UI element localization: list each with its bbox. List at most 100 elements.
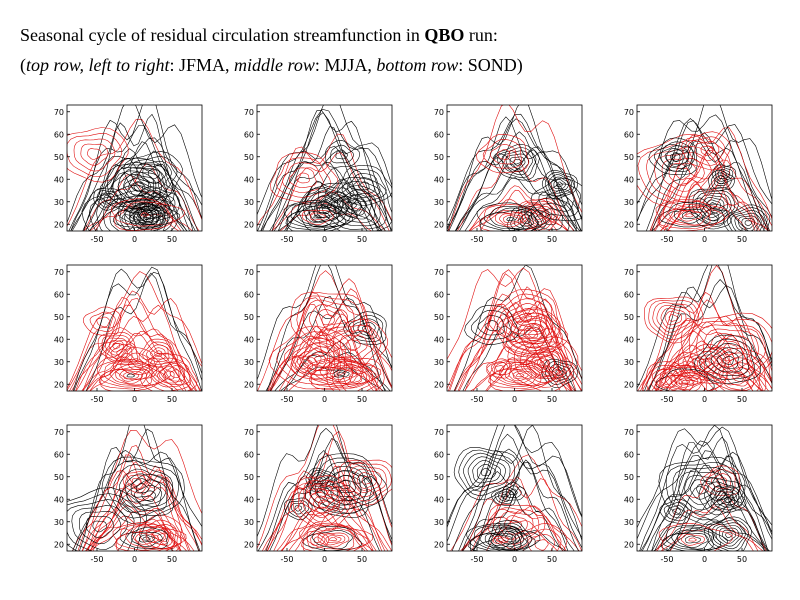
y-tick-label: 60 — [244, 290, 254, 299]
contour-line — [680, 312, 772, 391]
y-tick-label: 70 — [54, 428, 64, 437]
contour-line — [496, 149, 511, 160]
contour-line — [688, 187, 739, 227]
contour-line — [708, 169, 736, 192]
contour-line — [490, 361, 509, 376]
y-tick-label: 70 — [434, 428, 444, 437]
contour-line — [637, 426, 772, 534]
contour-line — [530, 177, 582, 222]
contour-line — [266, 452, 386, 551]
contour-line — [701, 207, 726, 226]
contour-line — [494, 488, 514, 505]
x-tick-label: 0 — [702, 395, 707, 404]
contour-line — [472, 459, 579, 551]
contour-line — [88, 510, 181, 551]
y-tick-label: 60 — [54, 130, 64, 139]
contour-line — [335, 149, 348, 160]
x-tick-label: 50 — [167, 395, 177, 404]
y-tick-label: 40 — [54, 335, 64, 344]
contour-line — [513, 319, 553, 348]
contour-line — [277, 126, 382, 231]
contour-line — [662, 203, 711, 226]
x-tick-label: 50 — [737, 555, 747, 564]
contour-line — [151, 528, 174, 546]
contour-line — [96, 195, 160, 231]
contour-line — [477, 315, 505, 336]
plot-frame — [446, 264, 583, 392]
contour-line — [447, 425, 582, 526]
contour-line — [553, 179, 566, 190]
contour-line — [669, 484, 770, 551]
contour-plot-2: 20 30 40 50 60 70 -50 0 50 — [244, 104, 393, 244]
contour-line — [337, 364, 373, 391]
y-tick-label: 40 — [624, 335, 634, 344]
contour-line — [96, 316, 110, 328]
contour-line — [486, 358, 561, 391]
figure-caption-line-2: (top row, left to right: JFMA, middle ro… — [20, 54, 523, 76]
y-tick-label: 30 — [624, 518, 634, 527]
contour-line — [282, 162, 324, 193]
contour-line — [70, 105, 202, 231]
contour-line — [700, 145, 714, 156]
contour-line — [306, 353, 322, 366]
contour-line — [151, 361, 186, 388]
contour-line — [688, 319, 772, 386]
y-tick-label: 40 — [434, 175, 444, 184]
y-tick-label: 60 — [54, 290, 64, 299]
contour-line — [81, 445, 191, 551]
y-tick-label: 30 — [244, 198, 254, 207]
contour-line — [660, 144, 695, 172]
contour-line — [548, 363, 571, 382]
contour-line — [709, 485, 734, 506]
contour-line — [82, 343, 194, 391]
contour-line — [129, 201, 169, 231]
contour-lines — [257, 425, 392, 551]
contour-line — [67, 487, 148, 551]
contour-line — [654, 167, 761, 231]
contour-line — [668, 163, 698, 186]
contour-line — [544, 171, 575, 197]
contour-line — [97, 332, 136, 362]
contour-plot-4: 20 30 40 50 60 70 -50 0 50 — [624, 104, 773, 244]
contour-line — [510, 317, 550, 349]
contour-line — [140, 353, 198, 391]
contour-line — [492, 144, 540, 181]
contour-line — [468, 198, 568, 231]
contour-line — [732, 371, 745, 382]
contour-line — [112, 522, 187, 551]
contour-line — [704, 481, 740, 511]
contour-line — [303, 488, 346, 523]
contour-line — [685, 213, 694, 218]
contour-line — [547, 174, 573, 194]
contour-line — [503, 214, 519, 223]
contour-line — [476, 133, 529, 174]
contour-line — [655, 368, 715, 391]
contour-line — [133, 208, 157, 221]
x-tick-label: 0 — [512, 235, 517, 244]
y-tick-label: 40 — [624, 495, 634, 504]
contour-line — [488, 534, 513, 546]
contour-line — [688, 537, 697, 542]
contour-panel-7: 20 30 40 50 60 70 -50 0 50 — [434, 264, 595, 415]
contour-line — [257, 265, 392, 381]
contour-plot-1: 20 30 40 50 60 70 -50 0 50 — [54, 104, 203, 244]
contour-line — [670, 375, 703, 390]
contour-line — [96, 358, 171, 391]
contour-line — [352, 318, 380, 340]
contour-line — [303, 480, 340, 509]
contour-line — [130, 181, 144, 192]
contour-line — [164, 365, 186, 382]
contour-line — [157, 366, 180, 384]
contour-line — [67, 297, 198, 391]
y-tick-label: 70 — [434, 108, 444, 117]
contour-line — [497, 528, 520, 545]
contour-line — [119, 527, 168, 550]
contour-line — [696, 357, 715, 373]
contour-line — [295, 172, 310, 184]
contour-line — [497, 491, 512, 502]
contour-line — [308, 304, 348, 337]
contour-line — [699, 338, 755, 380]
caption-run-name: QBO — [424, 25, 465, 45]
contour-line — [142, 536, 151, 541]
contour-line — [556, 181, 563, 187]
